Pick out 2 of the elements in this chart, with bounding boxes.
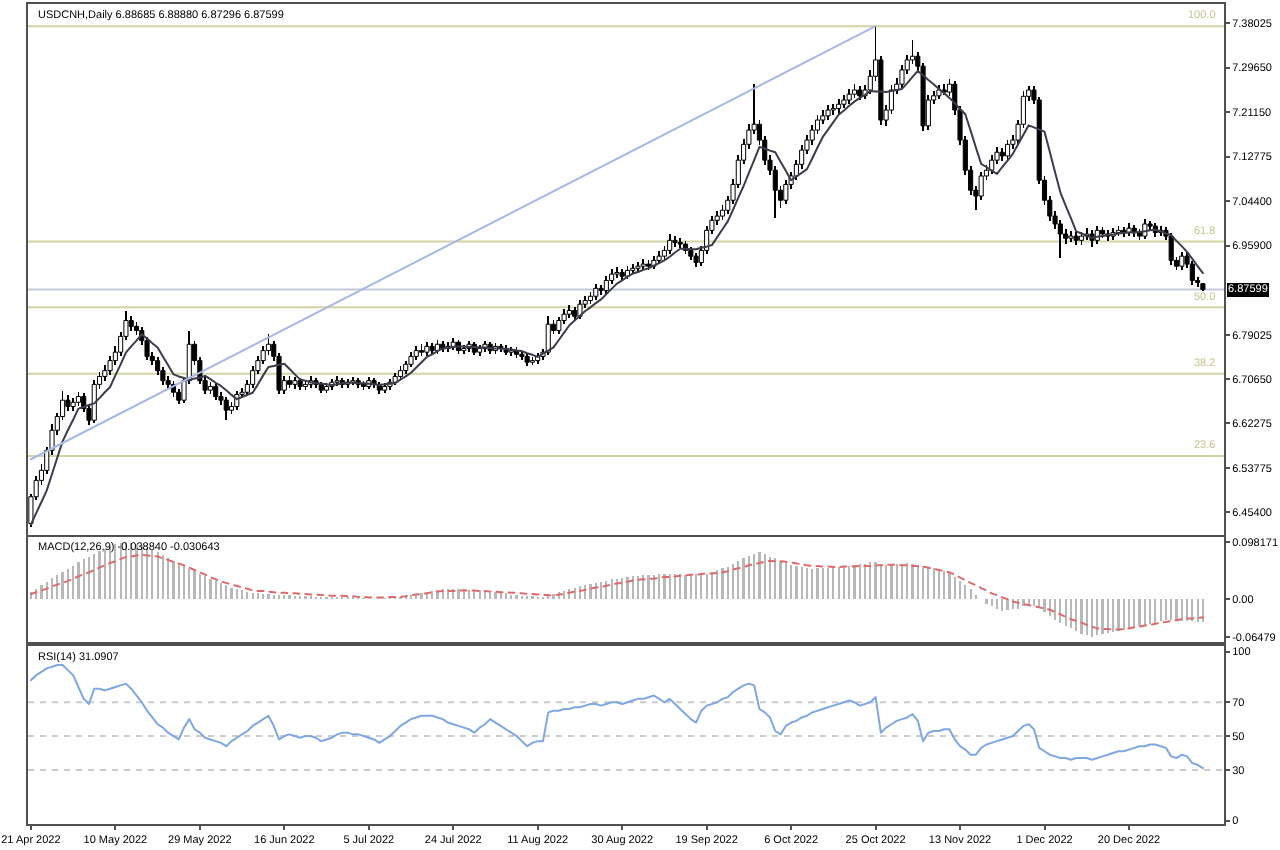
- line-series: [29, 664, 1204, 770]
- line-series: [29, 553, 1204, 631]
